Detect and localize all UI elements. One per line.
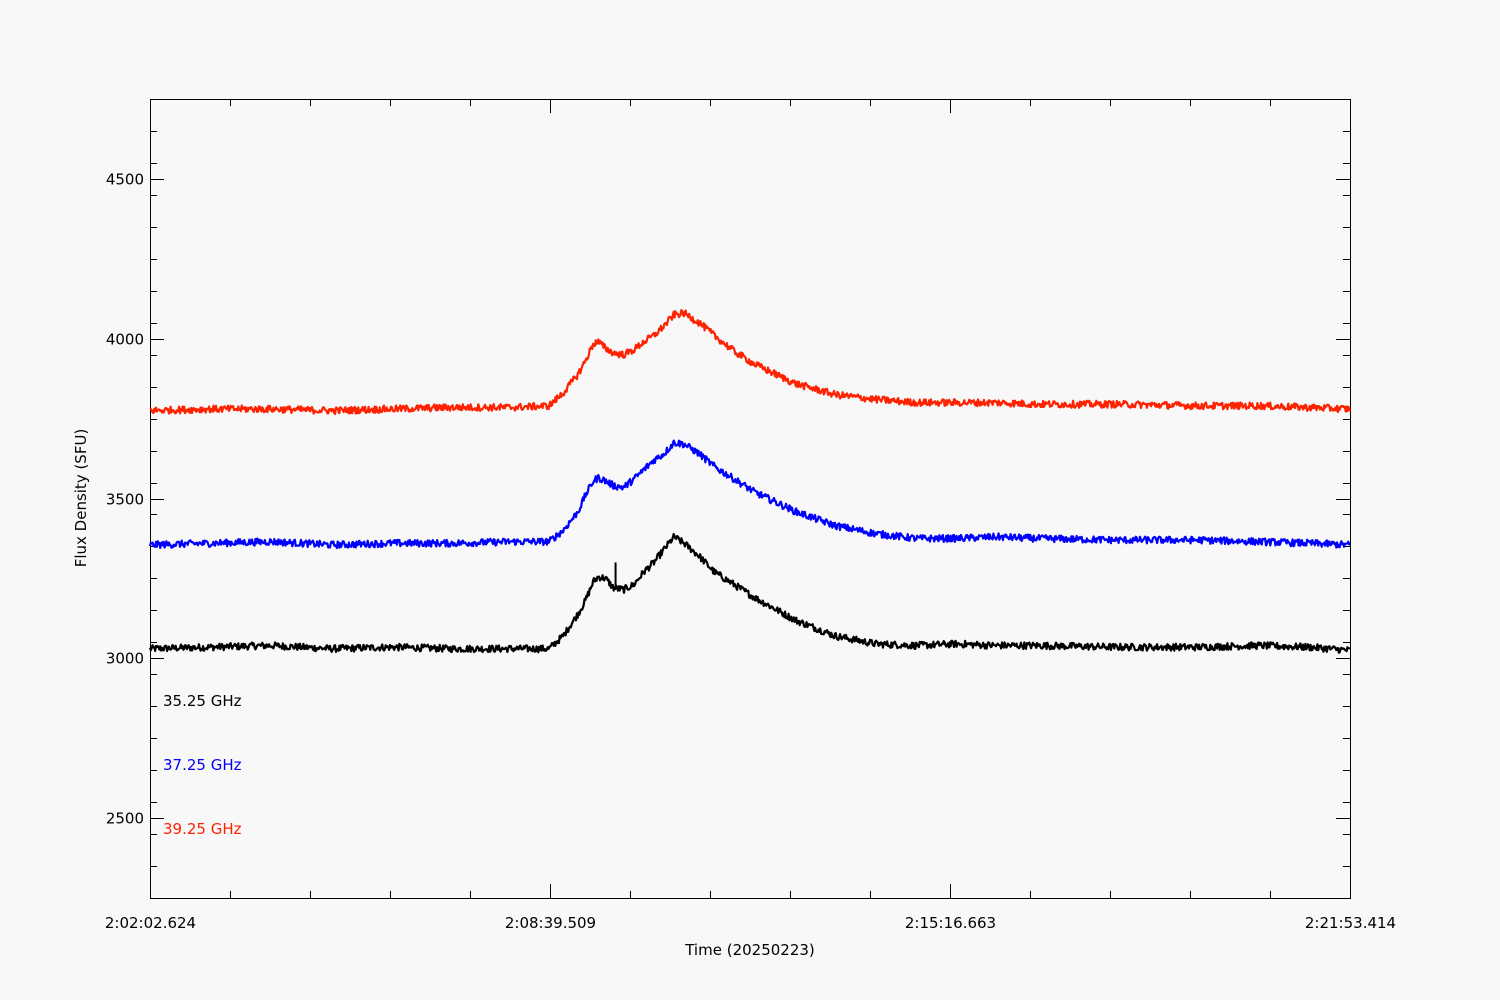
series-group: [148, 309, 1352, 654]
y-tick-label: 4000: [106, 331, 144, 349]
y-tick-label: 3000: [106, 650, 144, 668]
legend-entry: 39.25 GHz: [163, 820, 242, 838]
legend-entry: 37.25 GHz: [163, 756, 242, 774]
plot-frame: [150, 99, 1351, 899]
y-tick-label: 4500: [106, 171, 144, 189]
x-axis-label: Time (20250223): [684, 941, 815, 959]
axis-ticks: [150, 99, 1351, 898]
tick-labels: 2500 3000 3500 4000 4500 2:02:02.624 2:08:39.5…: [105, 171, 1396, 933]
y-axis-label: Flux Density (SFU): [72, 429, 90, 568]
legend: 35.25 GHz 37.25 GHz 39.25 GHz: [163, 692, 242, 838]
legend-entry: 35.25 GHz: [163, 692, 242, 710]
y-tick-label: 3500: [106, 491, 144, 509]
y-tick-label: 2500: [106, 810, 144, 828]
series-line-3: [149, 309, 1352, 415]
series-line-2: [148, 439, 1351, 550]
series-line-1: [148, 532, 1351, 654]
x-tick-label: 2:02:02.624: [105, 914, 196, 932]
x-tick-label: 2:08:39.509: [505, 914, 596, 932]
x-tick-label: 2:21:53.414: [1305, 914, 1396, 932]
x-tick-label: 2:15:16.663: [905, 914, 996, 932]
